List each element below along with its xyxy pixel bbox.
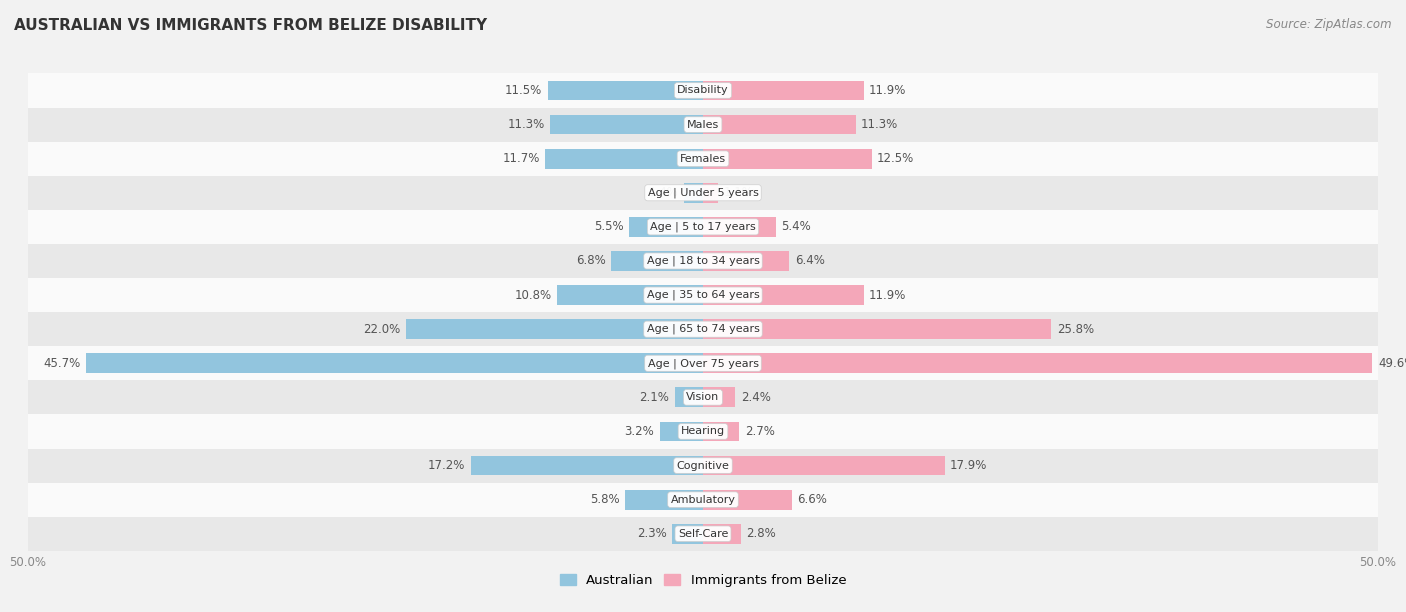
Bar [28, 312, 1378, 346]
Bar [551, 114, 703, 135]
Bar [703, 251, 789, 271]
Text: 25.8%: 25.8% [1057, 323, 1094, 335]
Text: Source: ZipAtlas.com: Source: ZipAtlas.com [1267, 18, 1392, 31]
Bar [612, 251, 703, 271]
Text: Age | 5 to 17 years: Age | 5 to 17 years [650, 222, 756, 232]
Bar [28, 210, 1378, 244]
Bar [28, 141, 1378, 176]
Text: 2.1%: 2.1% [640, 391, 669, 404]
Bar [672, 524, 703, 543]
Bar [28, 346, 1378, 380]
Text: 17.9%: 17.9% [950, 459, 987, 472]
Bar [471, 456, 703, 476]
Bar [703, 81, 863, 100]
Text: 22.0%: 22.0% [363, 323, 401, 335]
Text: 5.5%: 5.5% [593, 220, 623, 233]
Text: 10.8%: 10.8% [515, 289, 551, 302]
Text: Age | Over 75 years: Age | Over 75 years [648, 358, 758, 368]
Bar [659, 422, 703, 441]
Text: 45.7%: 45.7% [44, 357, 80, 370]
Bar [703, 319, 1052, 339]
Bar [703, 524, 741, 543]
Text: 3.2%: 3.2% [624, 425, 654, 438]
Text: Hearing: Hearing [681, 427, 725, 436]
Text: 6.4%: 6.4% [794, 255, 825, 267]
Bar [703, 353, 1372, 373]
Text: Self-Care: Self-Care [678, 529, 728, 539]
Bar [703, 490, 792, 510]
Bar [28, 108, 1378, 141]
Text: 2.4%: 2.4% [741, 391, 770, 404]
Text: Age | 18 to 34 years: Age | 18 to 34 years [647, 256, 759, 266]
Text: 11.9%: 11.9% [869, 289, 907, 302]
Bar [624, 490, 703, 510]
Text: 11.5%: 11.5% [505, 84, 543, 97]
Bar [628, 217, 703, 237]
Text: Cognitive: Cognitive [676, 461, 730, 471]
Text: 2.7%: 2.7% [745, 425, 775, 438]
Bar [703, 285, 863, 305]
Bar [546, 149, 703, 168]
Text: 6.8%: 6.8% [576, 255, 606, 267]
Bar [28, 380, 1378, 414]
Text: 17.2%: 17.2% [427, 459, 465, 472]
Text: Disability: Disability [678, 86, 728, 95]
Bar [28, 73, 1378, 108]
Text: Age | 35 to 64 years: Age | 35 to 64 years [647, 290, 759, 300]
Bar [548, 81, 703, 100]
Bar [28, 244, 1378, 278]
Text: Ambulatory: Ambulatory [671, 494, 735, 505]
Bar [406, 319, 703, 339]
Text: Vision: Vision [686, 392, 720, 402]
Bar [703, 149, 872, 168]
Bar [28, 414, 1378, 449]
Bar [703, 456, 945, 476]
Bar [86, 353, 703, 373]
Text: 1.1%: 1.1% [723, 186, 754, 200]
Bar [28, 278, 1378, 312]
Legend: Australian, Immigrants from Belize: Australian, Immigrants from Belize [554, 569, 852, 592]
Text: 11.7%: 11.7% [502, 152, 540, 165]
Text: Age | 65 to 74 years: Age | 65 to 74 years [647, 324, 759, 334]
Text: Females: Females [681, 154, 725, 163]
Bar [703, 183, 718, 203]
Bar [28, 176, 1378, 210]
Text: 11.3%: 11.3% [508, 118, 546, 131]
Text: Males: Males [688, 119, 718, 130]
Text: 1.4%: 1.4% [648, 186, 679, 200]
Text: 6.6%: 6.6% [797, 493, 827, 506]
Bar [28, 483, 1378, 517]
Bar [28, 449, 1378, 483]
Text: 11.3%: 11.3% [860, 118, 898, 131]
Text: 2.8%: 2.8% [747, 528, 776, 540]
Text: 49.6%: 49.6% [1378, 357, 1406, 370]
Text: 11.9%: 11.9% [869, 84, 907, 97]
Bar [703, 387, 735, 407]
Bar [685, 183, 703, 203]
Text: 5.8%: 5.8% [589, 493, 619, 506]
Text: Age | Under 5 years: Age | Under 5 years [648, 187, 758, 198]
Text: 2.3%: 2.3% [637, 528, 666, 540]
Bar [557, 285, 703, 305]
Bar [675, 387, 703, 407]
Bar [28, 517, 1378, 551]
Bar [703, 114, 855, 135]
Text: 12.5%: 12.5% [877, 152, 914, 165]
Bar [703, 422, 740, 441]
Text: AUSTRALIAN VS IMMIGRANTS FROM BELIZE DISABILITY: AUSTRALIAN VS IMMIGRANTS FROM BELIZE DIS… [14, 18, 488, 34]
Text: 5.4%: 5.4% [782, 220, 811, 233]
Bar [703, 217, 776, 237]
